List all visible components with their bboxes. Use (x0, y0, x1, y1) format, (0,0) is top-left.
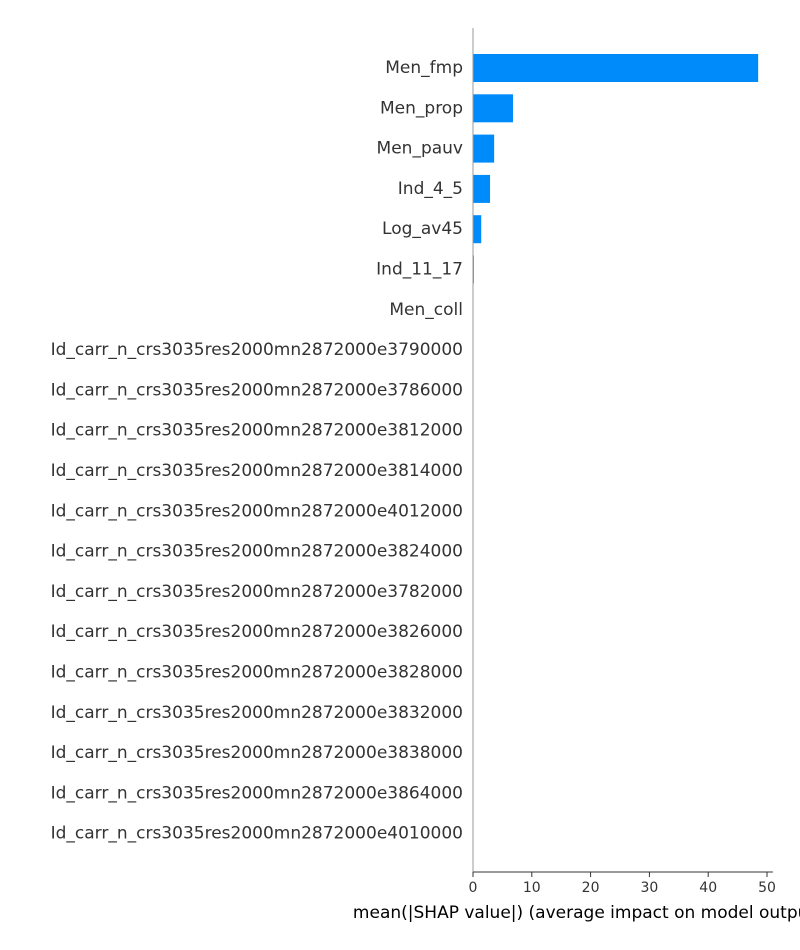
category-label: Men_coll (389, 300, 463, 320)
category-labels: Men_fmp Men_prop Men_pauv Ind_4_5 Log_av45 In… (51, 58, 463, 844)
x-tick-label: 20 (582, 880, 600, 896)
x-tick-label: 40 (699, 880, 717, 896)
category-label: Id_carr_n_crs3035res2000mn2872000e381200… (51, 421, 463, 441)
category-label: Id_carr_n_crs3035res2000mn2872000e383200… (51, 703, 463, 723)
x-tick-label: 10 (523, 880, 541, 896)
category-label: Ind_4_5 (398, 179, 463, 199)
x-axis-title: mean(|SHAP value|) (average impact on mo… (353, 903, 800, 923)
category-label: Id_carr_n_crs3035res2000mn2872000e382400… (51, 542, 463, 562)
category-label: Id_carr_n_crs3035res2000mn2872000e382800… (51, 663, 463, 683)
category-label: Id_carr_n_crs3035res2000mn2872000e379000… (51, 340, 463, 360)
category-label: Ind_11_17 (376, 260, 463, 280)
category-label: Men_pauv (377, 139, 463, 159)
bars-layer (473, 54, 759, 324)
x-axis: 0 10 20 30 40 50 (469, 28, 776, 896)
category-label: Id_carr_n_crs3035res2000mn2872000e386400… (51, 783, 463, 803)
category-label: Id_carr_n_crs3035res2000mn2872000e383800… (51, 743, 463, 763)
bar (473, 134, 495, 163)
category-label: Id_carr_n_crs3035res2000mn2872000e378600… (51, 380, 463, 400)
bar (473, 174, 491, 203)
bar (473, 54, 759, 82)
category-label: Id_carr_n_crs3035res2000mn2872000e401200… (51, 501, 463, 521)
x-tick-label: 30 (640, 880, 658, 896)
bar (473, 94, 513, 123)
category-label: Log_av45 (382, 219, 463, 239)
x-tick-label: 50 (758, 880, 776, 896)
category-label: Id_carr_n_crs3035res2000mn2872000e401000… (51, 824, 463, 844)
category-label: Men_prop (380, 98, 463, 118)
category-label: Id_carr_n_crs3035res2000mn2872000e378200… (51, 582, 463, 602)
category-label: Id_carr_n_crs3035res2000mn2872000e381400… (51, 461, 463, 481)
x-tick-label: 0 (469, 880, 478, 896)
category-label: Men_fmp (385, 58, 463, 78)
bar (473, 215, 482, 244)
category-label: Id_carr_n_crs3035res2000mn2872000e382600… (51, 622, 463, 642)
